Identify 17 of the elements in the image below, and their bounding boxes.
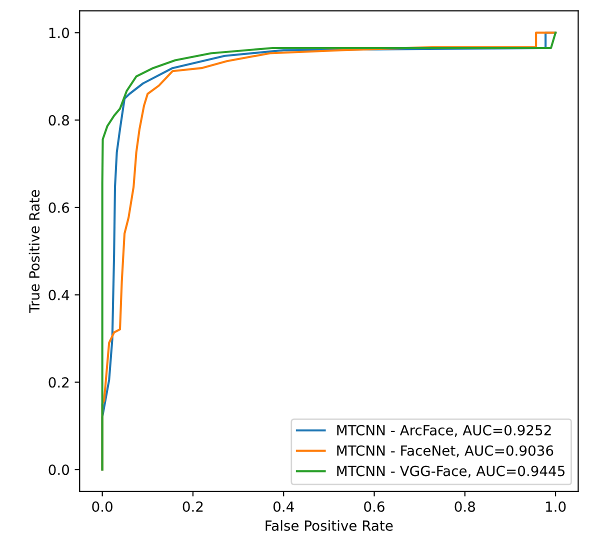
y-tick-label: 0.8: [48, 115, 69, 126]
legend-label: MTCNN - ArcFace, AUC=0.9252: [337, 424, 551, 437]
x-tick-label: 0.2: [182, 501, 203, 512]
x-tick-label: 0.6: [364, 501, 384, 512]
x-tick-label: 1.0: [546, 501, 566, 512]
y-axis-title: True Positive Rate: [28, 190, 40, 314]
y-tick-label: 0.6: [48, 202, 70, 213]
x-tick-label: 0.0: [92, 501, 112, 512]
y-tick-label: 1.0: [49, 28, 70, 38]
legend-label: MTCNN - FaceNet, AUC=0.9036: [337, 445, 554, 458]
x-axis-title: False Positive Rate: [266, 520, 393, 531]
x-tick-label: 0.4: [273, 501, 294, 512]
y-tick-label: 0.4: [48, 290, 70, 300]
y-tick-label: 0.0: [48, 464, 70, 476]
x-tick-label: 0.8: [454, 501, 475, 512]
legend-label: MTCNN - VGG-Face, AUC=0.9445: [337, 466, 564, 478]
y-tick-label: 0.2: [48, 377, 69, 388]
